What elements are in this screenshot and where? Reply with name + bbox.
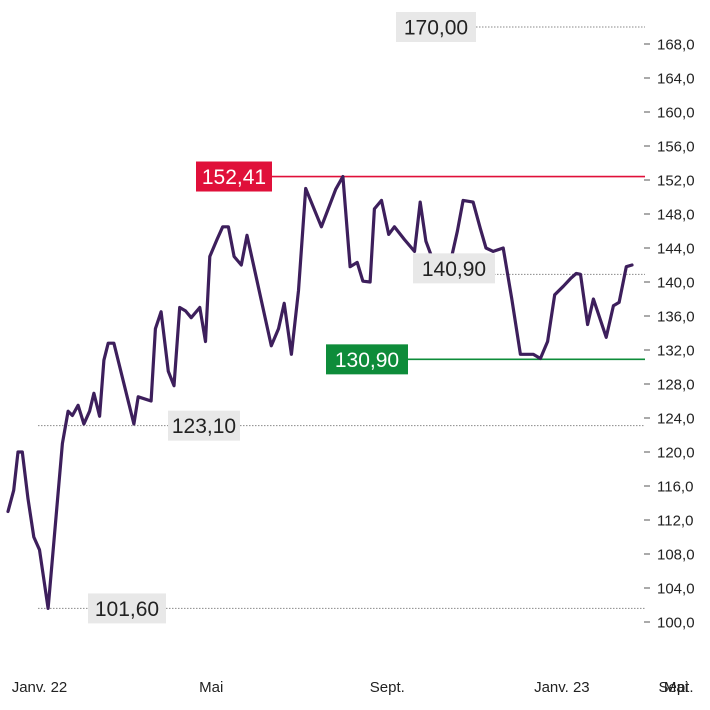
value-badge-high	[196, 161, 272, 192]
badge-label-high: 152,41	[202, 166, 266, 189]
value-badge-last	[413, 253, 495, 284]
y-tick-label: 104,0	[657, 581, 695, 598]
y-tick-label: 156,0	[657, 139, 695, 156]
badge-label-target: 170,00	[404, 17, 468, 40]
price-line-segment-1	[6, 174, 434, 610]
value-badge-support	[326, 344, 408, 375]
y-tick-label: 116,0	[657, 479, 693, 496]
x-tick-label: Mai	[199, 679, 223, 696]
y-tick-label: 108,0	[657, 547, 695, 564]
y-tick-label: 136,0	[657, 309, 695, 326]
x-tick-label: Janv. 22	[12, 679, 68, 696]
value-badge-target	[396, 12, 476, 42]
x-tick-label: Sept.	[370, 679, 405, 696]
price-series	[6, 174, 634, 610]
y-tick-label: 132,0	[657, 343, 695, 360]
price-line-segment-2	[450, 198, 634, 361]
badge-label-level: 123,10	[172, 415, 236, 438]
y-tick-label: 140,0	[657, 275, 695, 292]
value-badge-level	[168, 410, 240, 441]
y-tick-label: 128,0	[657, 377, 695, 394]
x-tick-label: Sept.	[658, 679, 693, 696]
y-tick-label: 124,0	[657, 411, 695, 428]
y-tick-label: 144,0	[657, 241, 695, 258]
y-tick-label: 148,0	[657, 207, 695, 224]
y-tick-label: 168,0	[657, 37, 695, 54]
y-tick-label: 152,0	[657, 173, 695, 190]
x-tick-label: Mai	[664, 679, 688, 696]
reference-lines	[38, 26, 645, 609]
y-tick-label: 120,0	[657, 445, 695, 462]
x-tick-label: Janv. 23	[534, 679, 590, 696]
y-axis: 100,0 104,0 108,0 112,0 116,0 120,0 124,0 128,0…	[644, 37, 695, 632]
value-badge-low	[88, 593, 166, 624]
badge-label-last: 140,90	[422, 258, 486, 281]
y-tick-label: 100,0	[657, 615, 695, 632]
badge-label-support: 130,90	[335, 349, 399, 372]
y-tick-label: 160,0	[657, 105, 695, 122]
y-tick-label: 112,0	[657, 513, 693, 530]
y-tick-label: 164,0	[657, 71, 695, 88]
badge-label-low: 101,60	[95, 598, 159, 621]
level-annotations: 170,00 152,41 140,90 130,90 123,10 101,60	[88, 12, 495, 624]
